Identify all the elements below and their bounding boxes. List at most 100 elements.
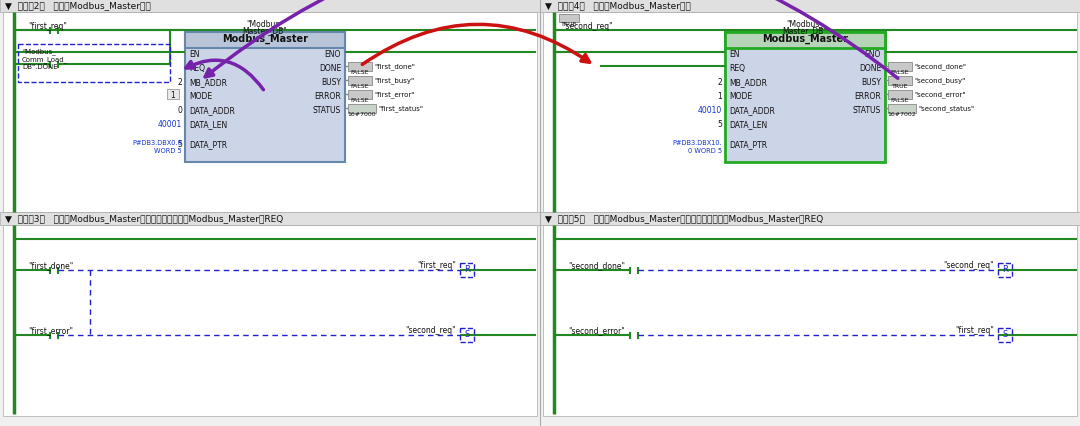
Text: "first_req": "first_req" xyxy=(955,325,994,334)
Text: 0 WORD 5: 0 WORD 5 xyxy=(688,148,723,154)
Text: "second_error": "second_error" xyxy=(914,91,966,98)
Bar xyxy=(0,0,540,13)
Text: "Modbus_: "Modbus_ xyxy=(22,48,56,55)
Bar xyxy=(540,0,1080,13)
Text: ERROR: ERROR xyxy=(854,92,881,101)
Text: DATA_ADDR: DATA_ADDR xyxy=(729,106,774,115)
Text: "second_done": "second_done" xyxy=(568,260,625,269)
Text: Master_DB": Master_DB" xyxy=(783,26,827,35)
Text: ▼  程序段4：   第二个Modbus_Master调用: ▼ 程序段4： 第二个Modbus_Master调用 xyxy=(545,1,691,10)
Text: 5: 5 xyxy=(177,140,183,149)
Text: BUSY: BUSY xyxy=(861,78,881,87)
Bar xyxy=(725,33,885,163)
Bar xyxy=(888,104,916,113)
Text: DONE: DONE xyxy=(859,64,881,73)
Text: TRUE: TRUE xyxy=(892,84,908,89)
Text: "second_req": "second_req" xyxy=(562,22,612,31)
Text: ▼  程序段3：   第一个Modbus_Master的完成位置位第二个Modbus_Master的REQ: ▼ 程序段3： 第一个Modbus_Master的完成位置位第二个Modbus_… xyxy=(5,213,283,222)
Text: "second_error": "second_error" xyxy=(568,325,624,334)
Bar xyxy=(543,225,1077,416)
Text: "Modbus_: "Modbus_ xyxy=(786,19,824,28)
Bar xyxy=(185,33,345,49)
Bar xyxy=(348,76,372,85)
Text: "Modbus_: "Modbus_ xyxy=(246,19,284,28)
Text: R: R xyxy=(464,265,470,273)
Text: "second_busy": "second_busy" xyxy=(914,77,966,83)
Text: EN: EN xyxy=(189,50,200,59)
Bar xyxy=(348,62,372,71)
Bar xyxy=(540,213,1080,225)
Text: FALSE: FALSE xyxy=(351,84,369,89)
Bar xyxy=(3,13,537,213)
Bar xyxy=(185,33,345,163)
Bar xyxy=(559,15,579,23)
Text: ▼  程序段2：   第一个Modbus_Master调用: ▼ 程序段2： 第一个Modbus_Master调用 xyxy=(5,1,151,10)
Text: Modbus_Master: Modbus_Master xyxy=(222,34,308,44)
Text: 0: 0 xyxy=(177,106,183,115)
Text: R: R xyxy=(1002,265,1008,273)
Bar xyxy=(348,90,372,99)
Text: DATA_PTR: DATA_PTR xyxy=(189,140,227,149)
Text: 1: 1 xyxy=(171,91,175,100)
Text: "first_req": "first_req" xyxy=(417,260,456,269)
Text: DATA_ADDR: DATA_ADDR xyxy=(189,106,234,115)
Text: DATA_LEN: DATA_LEN xyxy=(729,120,767,129)
Bar xyxy=(167,90,179,100)
Text: REQ: REQ xyxy=(729,64,745,73)
Text: WORD 5: WORD 5 xyxy=(154,148,183,154)
Text: MODE: MODE xyxy=(189,92,212,101)
Bar xyxy=(888,62,912,71)
Bar xyxy=(460,263,474,277)
Text: TRUE: TRUE xyxy=(561,22,577,27)
Bar xyxy=(543,13,1077,213)
Text: ERROR: ERROR xyxy=(314,92,341,101)
Text: MODE: MODE xyxy=(729,92,752,101)
Text: 16#7002: 16#7002 xyxy=(888,112,916,117)
Text: S: S xyxy=(464,329,470,338)
Bar xyxy=(18,45,170,83)
Text: STATUS: STATUS xyxy=(313,106,341,115)
Text: DATA_LEN: DATA_LEN xyxy=(189,120,227,129)
Text: "first_done": "first_done" xyxy=(374,63,415,69)
Text: 5: 5 xyxy=(717,120,723,129)
Bar xyxy=(348,104,376,113)
Bar xyxy=(3,225,537,416)
Text: ENO: ENO xyxy=(325,50,341,59)
Text: FALSE: FALSE xyxy=(351,98,369,103)
Bar xyxy=(998,263,1012,277)
FancyArrowPatch shape xyxy=(362,25,590,65)
Text: Modbus_Master: Modbus_Master xyxy=(762,34,848,44)
Text: "first_error": "first_error" xyxy=(28,325,73,334)
Text: FALSE: FALSE xyxy=(891,70,909,75)
Text: P#DB3.DBX10.: P#DB3.DBX10. xyxy=(672,140,723,146)
Text: Master_DB": Master_DB" xyxy=(243,26,287,35)
Text: "second_status": "second_status" xyxy=(918,105,974,112)
Text: 2: 2 xyxy=(177,78,183,87)
Bar xyxy=(460,328,474,342)
Text: DATA_PTR: DATA_PTR xyxy=(729,140,767,149)
Text: MB_ADDR: MB_ADDR xyxy=(189,78,227,87)
Text: S: S xyxy=(1002,329,1008,338)
Text: DB".DONE: DB".DONE xyxy=(22,64,57,70)
Text: FALSE: FALSE xyxy=(891,98,909,103)
Text: FALSE: FALSE xyxy=(351,70,369,75)
Bar xyxy=(888,90,912,99)
Text: STATUS: STATUS xyxy=(853,106,881,115)
Text: BUSY: BUSY xyxy=(321,78,341,87)
Bar xyxy=(998,328,1012,342)
Text: EN: EN xyxy=(729,50,740,59)
Text: "first_error": "first_error" xyxy=(374,91,415,98)
Text: "first_status": "first_status" xyxy=(378,105,423,112)
Text: "first_req": "first_req" xyxy=(28,22,67,31)
Text: "second_req": "second_req" xyxy=(405,325,456,334)
Bar xyxy=(725,33,885,49)
Text: REQ: REQ xyxy=(189,64,205,73)
Text: "second_req": "second_req" xyxy=(943,260,994,269)
Text: 40010: 40010 xyxy=(698,106,723,115)
Text: 40001: 40001 xyxy=(158,120,183,129)
Text: 1: 1 xyxy=(717,92,723,101)
Text: DONE: DONE xyxy=(319,64,341,73)
FancyArrowPatch shape xyxy=(186,61,264,90)
Text: "first_busy": "first_busy" xyxy=(374,77,414,83)
Text: "first_done": "first_done" xyxy=(28,260,73,269)
